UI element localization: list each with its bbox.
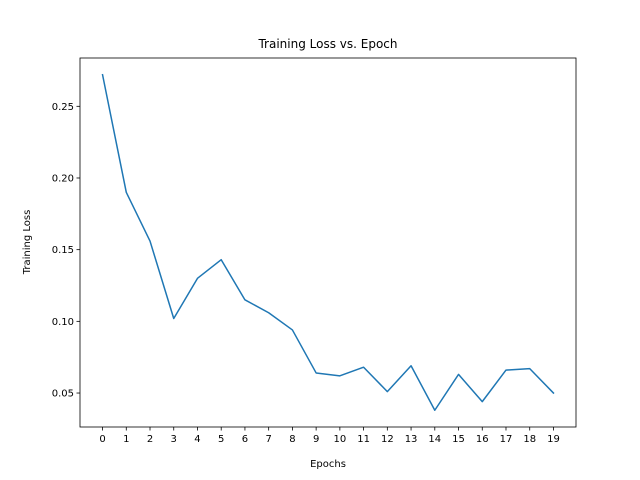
x-tick-label: 4 (194, 434, 200, 445)
y-tick-label: 0.25 (52, 102, 74, 113)
plot-frame (79, 57, 577, 428)
series-line-0 (101, 73, 555, 411)
x-tick-label: 0 (99, 434, 105, 445)
x-tick-label: 1 (123, 434, 129, 445)
y-tick-label: 0.20 (52, 173, 74, 184)
x-axis-label: Epochs (310, 459, 346, 470)
x-tick-label: 9 (313, 434, 319, 445)
x-tick-label: 3 (171, 434, 177, 445)
chart-title: Training Loss vs. Epoch (257, 37, 397, 51)
y-tick-label: 0.15 (52, 245, 74, 256)
x-tick-label: 10 (333, 434, 346, 445)
x-tick-label: 18 (523, 434, 536, 445)
x-tick-label: 15 (452, 434, 465, 445)
x-tick-label: 19 (547, 434, 560, 445)
x-tick-label: 14 (428, 434, 441, 445)
x-tick-label: 8 (289, 434, 295, 445)
x-tick-label: 5 (218, 434, 224, 445)
x-tick-label: 12 (381, 434, 394, 445)
x-tick-label: 2 (147, 434, 153, 445)
x-tick-label: 17 (500, 434, 513, 445)
y-tick-label: 0.10 (52, 317, 74, 328)
x-tick-label: 7 (265, 434, 271, 445)
plot-area: 0 1 2 3 4 5 6 7 8 9 10 11 12 13 14 15 16 17 18 190.050.100.… (52, 57, 577, 445)
y-axis-label: Training Loss (22, 210, 33, 276)
x-tick-label: 16 (476, 434, 489, 445)
x-tick-label: 6 (242, 434, 248, 445)
x-tick-label: 11 (357, 434, 370, 445)
y-tick-label: 0.05 (52, 389, 74, 400)
x-tick-label: 13 (405, 434, 418, 445)
